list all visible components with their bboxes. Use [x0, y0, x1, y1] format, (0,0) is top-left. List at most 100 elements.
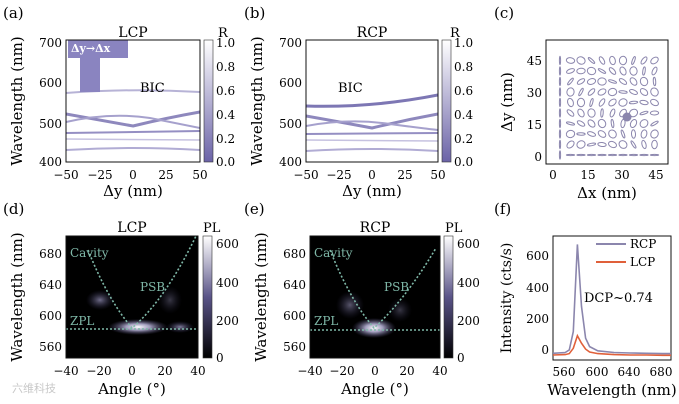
polarization-ellipse: [597, 141, 607, 148]
polarization-ellipse: [650, 120, 659, 127]
panel-b-xlabel: Δy (nm): [342, 182, 402, 200]
panel-f-ytick: 200: [526, 312, 549, 326]
panel-f-dcp-label: DCP~0.74: [584, 291, 653, 306]
polarization-ellipse: [639, 153, 649, 157]
polarization-ellipse: [650, 56, 659, 65]
polarization-ellipse: [629, 77, 638, 86]
panel-c-xtick: 45: [648, 168, 663, 182]
polarization-ellipse: [618, 90, 628, 94]
polarization-ellipse: [586, 78, 597, 85]
panel-a-colorbar: [203, 39, 214, 163]
polarization-ellipse: [607, 87, 618, 97]
polarization-ellipse: [650, 87, 659, 97]
polarization-ellipse: [640, 56, 648, 65]
polarization-ellipse: [558, 97, 562, 108]
panel-b-ylabel: Wavelength (nm): [248, 36, 266, 165]
colorbar-tick: 0.6: [216, 84, 235, 98]
polarization-ellipse: [597, 118, 607, 129]
polarization-ellipse: [629, 89, 638, 95]
colorbar-tick: 0.8: [216, 60, 235, 74]
polarization-ellipse: [597, 68, 607, 74]
panel-f-frame: [552, 235, 672, 361]
panel-b-xtick: −25: [326, 168, 351, 182]
polarization-ellipse: [631, 56, 636, 65]
watermark: 六维科技: [12, 381, 56, 395]
polarization-ellipse: [639, 110, 649, 116]
panel-d-cavity-label: Cavity: [70, 246, 109, 260]
polarization-ellipse: [607, 140, 618, 149]
panel-a-label: (a): [3, 4, 24, 22]
panel-b-heatmap: [306, 40, 438, 162]
panel-a-xtick: 50: [192, 168, 207, 182]
panel-d-ytick: 640: [39, 278, 62, 292]
polarization-ellipse: [620, 129, 626, 139]
panel-b-yticks: 700 600 500 400: [279, 36, 302, 169]
panel-e-xtick: 20: [399, 364, 414, 378]
polarization-ellipse: [558, 87, 562, 97]
legend-label-rcp: RCP: [630, 237, 656, 251]
polarization-ellipse: [618, 55, 628, 66]
panel-e-psb-label: PSB: [384, 280, 409, 294]
polarization-ellipse: [587, 57, 596, 64]
polarization-ellipse: [576, 78, 586, 85]
panel-b-colorbar-ticks: 1.0 0.8 0.6 0.4 0.2 0.0: [454, 36, 473, 169]
panel-b-xtick: 50: [430, 168, 445, 182]
polarization-ellipse: [649, 110, 660, 116]
panel-d-title: LCP: [117, 220, 146, 236]
panel-d-heatmap: [66, 236, 198, 358]
polarization-ellipse: [597, 88, 607, 96]
polarization-ellipse: [586, 66, 597, 76]
panel-e: (e) RCP Cavity PSB ZPL 680 640 600 560 −…: [244, 200, 480, 398]
panel-c-xtick: 0: [549, 168, 557, 182]
panel-d-xtick: −20: [86, 364, 111, 378]
polarization-ellipse: [558, 76, 562, 87]
panel-b-ytick: 700: [279, 36, 302, 50]
polarization-ellipse: [567, 77, 574, 86]
panel-f-ytick: 0: [541, 343, 549, 357]
polarization-ellipse: [587, 108, 596, 118]
polarization-ellipse: [609, 108, 616, 118]
panel-a-bic-label: BIC: [140, 81, 165, 96]
polarization-ellipse: [586, 131, 597, 137]
panel-a-title: LCP: [118, 25, 147, 41]
polarization-ellipse: [609, 55, 616, 66]
colorbar-tick: 600: [457, 237, 480, 251]
polarization-ellipse: [577, 108, 585, 118]
panel-a-ytick: 700: [39, 36, 62, 50]
panel-a-xtick: −50: [53, 168, 78, 182]
panel-f-yticks: 600 400 200 0: [526, 249, 549, 357]
polarization-ellipse: [630, 140, 637, 149]
panel-c-xticks: 0 15 30 45: [549, 168, 663, 182]
panel-e-label: (e): [244, 200, 265, 218]
polarization-ellipse: [576, 97, 586, 108]
polarization-ellipse: [587, 88, 596, 96]
polarization-ellipse: [650, 98, 659, 107]
panel-a-xlabel: Δy (nm): [103, 182, 163, 200]
panel-d-label: (d): [3, 200, 24, 218]
panel-e-zpl-label: ZPL: [314, 314, 338, 328]
panel-d-xtick: 0: [128, 364, 136, 378]
panel-e-frame: [309, 235, 441, 359]
panel-c-xtick: 30: [614, 168, 629, 182]
panel-d-xtick: 40: [190, 364, 205, 378]
polarization-ellipse: [576, 56, 586, 65]
panel-a-heatmap: [66, 40, 200, 162]
panel-b-frame: [305, 39, 439, 163]
polarization-ellipse: [597, 130, 607, 138]
panel-c-label: (c): [494, 4, 514, 22]
colorbar-tick: 0.2: [454, 132, 473, 146]
panel-e-xtick: 40: [432, 364, 447, 378]
panel-c-ytick: 0: [534, 150, 542, 164]
polarization-ellipse: [565, 129, 576, 139]
polarization-ellipse: [566, 109, 575, 117]
panel-c-ytick: 45: [527, 54, 542, 68]
panel-b-xtick: −50: [293, 168, 318, 182]
panel-b-ytick: 500: [279, 117, 302, 131]
polarization-ellipse: [650, 129, 659, 139]
series-line-rcp: [552, 244, 671, 355]
panel-d-psb-label: PSB: [140, 280, 165, 294]
panel-d-zpl-label: ZPL: [70, 314, 94, 328]
polarization-ellipse: [639, 119, 649, 128]
panel-f-xticks: 560 600 640 680: [553, 365, 673, 379]
colorbar-tick: 0.6: [454, 84, 473, 98]
